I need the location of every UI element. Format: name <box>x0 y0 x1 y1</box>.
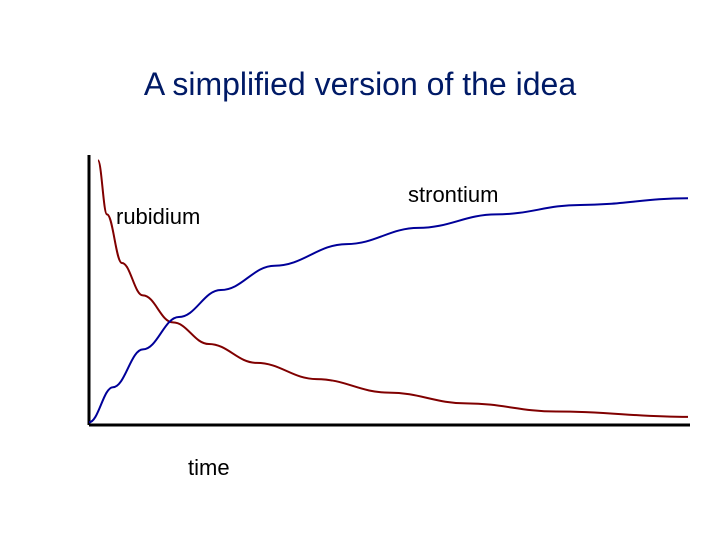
series-line-strontium <box>89 198 688 422</box>
series-label-strontium: strontium <box>408 182 498 208</box>
chart-svg <box>87 155 700 435</box>
slide: A simplified version of the idea time ru… <box>0 0 720 540</box>
x-axis-label: time <box>188 455 230 481</box>
slide-title: A simplified version of the idea <box>0 66 720 103</box>
series-label-rubidium: rubidium <box>116 204 200 230</box>
series-line-rubidium <box>98 160 688 417</box>
